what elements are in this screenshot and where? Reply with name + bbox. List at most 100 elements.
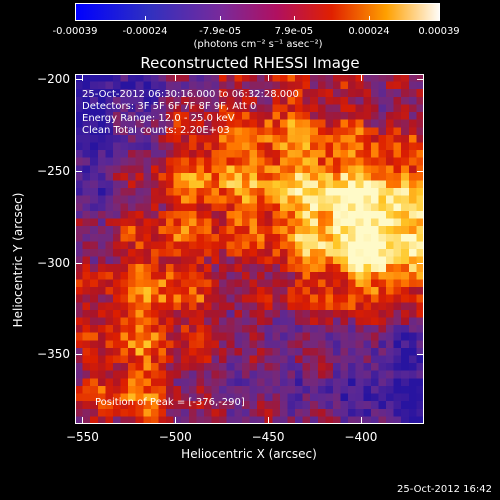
heatmap-pixel <box>188 279 197 288</box>
heatmap-pixel <box>408 416 418 424</box>
heatmap-pixel <box>188 271 197 281</box>
heatmap-pixel <box>272 188 281 197</box>
heatmap-pixel <box>386 172 395 182</box>
heatmap-pixel <box>211 127 220 136</box>
heatmap-pixel <box>181 210 190 220</box>
heatmap-pixel <box>211 165 220 174</box>
heatmap-pixel <box>332 408 342 417</box>
heatmap-pixel <box>150 385 160 395</box>
heatmap-pixel <box>128 180 137 189</box>
heatmap-pixel <box>188 408 197 417</box>
heatmap-pixel <box>279 287 289 296</box>
heatmap-pixel <box>90 74 99 83</box>
heatmap-pixel <box>272 408 281 417</box>
heatmap-pixel <box>332 347 342 357</box>
heatmap-pixel <box>408 279 418 288</box>
heatmap-pixel <box>363 279 372 288</box>
heatmap-pixel <box>211 332 220 341</box>
heatmap-pixel <box>317 119 326 128</box>
heatmap-pixel <box>393 89 402 98</box>
heatmap-pixel <box>302 264 311 273</box>
heatmap-pixel <box>173 393 182 402</box>
heatmap-pixel <box>408 271 418 281</box>
heatmap-pixel <box>332 119 342 128</box>
heatmap-pixel <box>173 74 182 83</box>
colorbar-tick <box>145 16 146 21</box>
heatmap-pixel <box>264 279 273 288</box>
heatmap-pixel <box>287 127 296 136</box>
heatmap-pixel <box>241 81 251 90</box>
y-axis-tick <box>417 79 424 81</box>
heatmap-pixel <box>143 347 152 357</box>
heatmap-pixel <box>150 264 160 273</box>
heatmap-pixel <box>97 104 106 113</box>
heatmap-pixel <box>378 309 387 319</box>
heatmap-pixel <box>393 142 402 151</box>
heatmap-pixel <box>241 370 251 379</box>
heatmap-pixel <box>234 271 243 281</box>
heatmap-pixel <box>75 119 84 128</box>
heatmap-pixel <box>105 203 114 212</box>
heatmap-pixel <box>128 279 137 288</box>
heatmap-pixel <box>75 378 84 387</box>
heatmap-pixel <box>393 408 402 417</box>
heatmap-pixel <box>196 302 205 311</box>
heatmap-pixel <box>241 104 251 113</box>
heatmap-pixel <box>317 317 326 326</box>
heatmap-pixel <box>128 294 137 303</box>
heatmap-pixel <box>120 150 129 159</box>
heatmap-pixel <box>158 195 167 204</box>
heatmap-pixel <box>317 355 326 364</box>
heatmap-pixel <box>181 142 190 151</box>
heatmap-pixel <box>363 195 372 204</box>
heatmap-pixel <box>401 172 410 182</box>
heatmap-pixel <box>401 188 410 197</box>
heatmap-pixel <box>143 226 152 235</box>
heatmap-pixel <box>287 165 296 174</box>
heatmap-pixel <box>408 203 418 212</box>
heatmap-pixel <box>211 294 220 303</box>
heatmap-pixel <box>97 287 106 296</box>
heatmap-pixel <box>234 203 243 212</box>
heatmap-pixel <box>241 355 251 364</box>
heatmap-pixel <box>279 401 289 410</box>
heatmap-pixel <box>363 218 372 227</box>
heatmap-pixel <box>112 287 122 296</box>
heatmap-pixel <box>158 325 167 334</box>
heatmap-pixel <box>378 408 387 417</box>
heatmap-pixel <box>370 393 380 402</box>
heatmap-pixel <box>105 89 114 98</box>
heatmap-pixel <box>241 363 251 372</box>
heatmap-pixel <box>166 271 175 281</box>
heatmap-pixel <box>112 134 122 144</box>
heatmap-pixel <box>279 249 289 258</box>
heatmap-pixel <box>150 203 160 212</box>
heatmap-pixel <box>287 317 296 326</box>
heatmap-pixel <box>211 363 220 372</box>
heatmap-pixel <box>401 332 410 341</box>
heatmap-pixel <box>188 195 197 204</box>
heatmap-pixel <box>75 287 84 296</box>
heatmap-pixel <box>150 279 160 288</box>
heatmap-pixel <box>370 195 380 204</box>
heatmap-pixel <box>188 332 197 341</box>
heatmap-pixel <box>370 180 380 189</box>
heatmap-pixel <box>393 74 402 83</box>
heatmap-pixel <box>378 134 387 144</box>
colorbar-units: (photons cm⁻² s⁻¹ asec⁻²) <box>193 39 323 50</box>
heatmap-pixel <box>158 385 167 395</box>
heatmap-pixel <box>287 279 296 288</box>
heatmap-pixel <box>348 150 357 159</box>
heatmap-pixel <box>181 127 190 136</box>
heatmap-pixel <box>234 408 243 417</box>
heatmap-pixel <box>203 256 213 265</box>
heatmap-pixel <box>203 325 213 334</box>
heatmap-pixel <box>272 127 281 136</box>
heatmap-pixel <box>150 241 160 250</box>
heatmap-pixel <box>386 393 395 402</box>
heatmap-pixel <box>158 347 167 357</box>
heatmap-pixel <box>143 393 152 402</box>
heatmap-pixel <box>249 249 258 258</box>
heatmap-pixel <box>75 401 84 410</box>
heatmap-pixel <box>348 226 357 235</box>
